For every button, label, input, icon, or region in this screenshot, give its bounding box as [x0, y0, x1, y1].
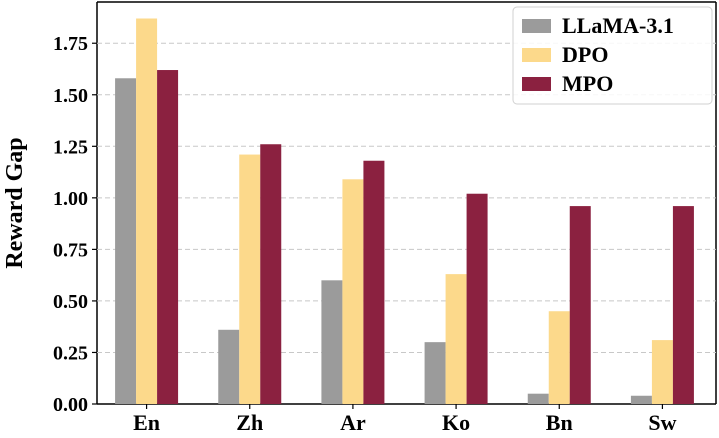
bar-llama-3-1-zh: [218, 329, 240, 404]
bar-mpo-ar: [363, 160, 385, 404]
bar-mpo-ko: [466, 193, 488, 404]
y-tick-label: 1.75: [53, 33, 88, 55]
bar-llama-3-1-ko: [424, 342, 446, 404]
x-tick-label: Zh: [236, 410, 263, 435]
bar-dpo-ar: [342, 179, 364, 404]
x-tick-label: Ar: [340, 410, 366, 435]
x-tick-label: En: [133, 410, 160, 435]
y-tick-label: 0.00: [53, 394, 88, 416]
legend-label: MPO: [562, 71, 613, 96]
bar-mpo-sw: [672, 206, 694, 404]
y-tick-label: 0.75: [53, 239, 88, 261]
x-tick-label: Bn: [546, 410, 573, 435]
bar-llama-3-1-en: [115, 78, 137, 405]
bars: [115, 18, 694, 405]
y-tick-label: 1.00: [53, 188, 88, 210]
y-tick-label: 0.50: [53, 291, 88, 313]
y-axis-label: Reward Gap: [2, 137, 28, 268]
legend-label: LLaMA-3.1: [562, 13, 674, 38]
bar-dpo-bn: [548, 311, 570, 404]
bar-dpo-ko: [445, 274, 467, 404]
x-tick-label: Ko: [442, 410, 470, 435]
legend-swatch: [522, 48, 551, 62]
bar-llama-3-1-bn: [527, 393, 549, 404]
bar-llama-3-1-sw: [630, 395, 652, 404]
x-tick-labels: En Zh Ar Ko Bn Sw: [133, 404, 677, 435]
y-tick-labels: 0.00 0.25 0.50 0.75 1.00 1.25 1.50 1.75: [53, 33, 97, 416]
bar-dpo-zh: [239, 154, 261, 404]
bar-llama-3-1-ar: [321, 280, 343, 404]
bar-mpo-bn: [569, 206, 591, 404]
legend-swatch: [522, 19, 551, 33]
legend-label: DPO: [562, 42, 608, 67]
y-tick-label: 1.50: [53, 85, 88, 107]
legend-box: [512, 6, 713, 105]
legend: LLaMA-3.1 DPO MPO: [512, 6, 713, 105]
bar-mpo-en: [157, 70, 179, 405]
bar-mpo-zh: [260, 144, 282, 404]
bar-dpo-sw: [651, 340, 673, 404]
legend-swatch: [522, 77, 551, 91]
y-tick-label: 1.25: [53, 136, 88, 158]
x-tick-label: Sw: [648, 410, 676, 435]
y-tick-label: 0.25: [53, 342, 88, 364]
bar-dpo-en: [136, 18, 158, 404]
